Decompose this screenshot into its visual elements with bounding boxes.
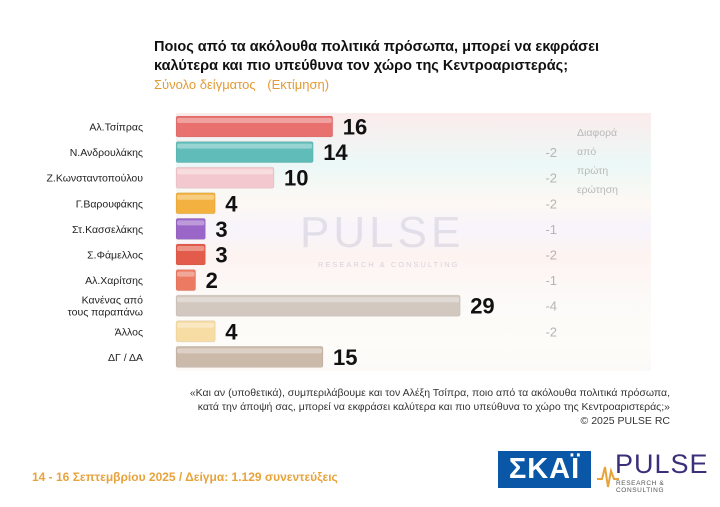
difference-header-line: ερώτηση bbox=[577, 184, 619, 196]
value-label: 2 bbox=[206, 268, 218, 293]
chart-title: Ποιος από τα ακόλουθα πολιτικά πρόσωπα, … bbox=[154, 39, 600, 74]
bar-gloss bbox=[177, 246, 205, 251]
bar-gloss bbox=[177, 169, 273, 175]
difference-value: -4 bbox=[545, 299, 557, 314]
difference-header-line: πρώτη bbox=[577, 165, 609, 177]
category-label: Γ.Βαρουφάκης bbox=[76, 198, 143, 210]
watermark-logo: PULSE bbox=[300, 208, 465, 257]
category-label: Άλλος bbox=[115, 326, 143, 338]
bar-gloss bbox=[177, 271, 195, 277]
chart-subtitle: Σύνολο δείγματος (Εκτίμηση) bbox=[154, 77, 329, 92]
subtitle-sample: Σύνολο δείγματος bbox=[154, 77, 256, 92]
category-label: Ζ.Κωνσταντοπούλου bbox=[47, 173, 144, 185]
bar bbox=[175, 345, 324, 368]
bar bbox=[175, 192, 216, 215]
difference-value: -2 bbox=[545, 196, 557, 211]
value-label: 4 bbox=[225, 319, 238, 344]
bar bbox=[175, 243, 206, 266]
category-label: Αλ.Τσίπρας bbox=[89, 122, 143, 134]
skai-logo: ΣΚΑΪ bbox=[498, 451, 591, 488]
category-label: Ν.Ανδρουλάκης bbox=[70, 147, 143, 159]
value-label: 16 bbox=[343, 115, 367, 140]
bar bbox=[175, 115, 334, 138]
value-label: 10 bbox=[284, 166, 308, 191]
bar bbox=[175, 320, 216, 343]
copyright: © 2025 PULSE RC bbox=[580, 415, 670, 427]
bar-gloss bbox=[177, 194, 215, 200]
bar-gloss bbox=[177, 348, 322, 354]
bar bbox=[175, 217, 206, 240]
pulse-logo-subtitle: RESEARCH & CONSULTING bbox=[616, 480, 665, 494]
category-label: Αλ.Χαρίτσης bbox=[85, 275, 143, 287]
bar bbox=[175, 166, 275, 189]
difference-header-line: Διαφορά bbox=[577, 127, 618, 139]
bar-gloss bbox=[177, 118, 332, 123]
difference-value: -2 bbox=[545, 171, 557, 186]
value-label: 14 bbox=[323, 140, 348, 165]
difference-value: -1 bbox=[545, 222, 557, 237]
value-label: 4 bbox=[225, 191, 238, 216]
difference-value: -2 bbox=[545, 248, 557, 263]
survey-info: 14 - 16 Σεπτεμβρίου 2025 / Δείγμα: 1.129… bbox=[32, 470, 338, 484]
question-line-1: «Και αν (υποθετικά), συμπεριλάβουμε και … bbox=[189, 387, 670, 399]
question-note: «Και αν (υποθετικά), συμπεριλάβουμε και … bbox=[70, 386, 670, 428]
bar-gloss bbox=[177, 322, 215, 328]
difference-header-line: από bbox=[577, 146, 597, 158]
category-label: ΔΓ / ΔΑ bbox=[108, 352, 143, 364]
pulse-wave-icon bbox=[597, 466, 619, 488]
value-label: 29 bbox=[470, 294, 494, 319]
difference-value: -1 bbox=[545, 273, 557, 288]
value-label: 15 bbox=[333, 345, 357, 370]
value-label: 3 bbox=[215, 243, 227, 268]
difference-value: -2 bbox=[545, 145, 557, 160]
pulse-logo-text: PULSE bbox=[615, 449, 709, 479]
subtitle-estimate: (Εκτίμηση) bbox=[267, 77, 330, 92]
difference-value: -2 bbox=[545, 324, 557, 339]
bar bbox=[175, 269, 197, 292]
bar-gloss bbox=[177, 220, 205, 226]
category-label: Σ.Φάμελλος bbox=[87, 250, 143, 262]
value-label: 3 bbox=[215, 217, 227, 242]
watermark-subtitle: RESEARCH & CONSULTING bbox=[318, 260, 460, 269]
bar bbox=[175, 294, 461, 317]
question-line-2: κατά την άποψή σας, μπορεί να εκφράσει κ… bbox=[197, 401, 670, 413]
difference-header: Διαφορά από πρώτη ερώτηση bbox=[577, 124, 647, 200]
bar-gloss bbox=[177, 143, 313, 149]
pulse-logo: PULSE RESEARCH & CONSULTING bbox=[597, 449, 709, 494]
category-label: Στ.Κασσελάκης bbox=[72, 224, 143, 236]
category-label: Κανένας από τους παραπάνω bbox=[68, 295, 144, 319]
bar bbox=[175, 141, 314, 164]
bar-gloss bbox=[177, 297, 460, 303]
